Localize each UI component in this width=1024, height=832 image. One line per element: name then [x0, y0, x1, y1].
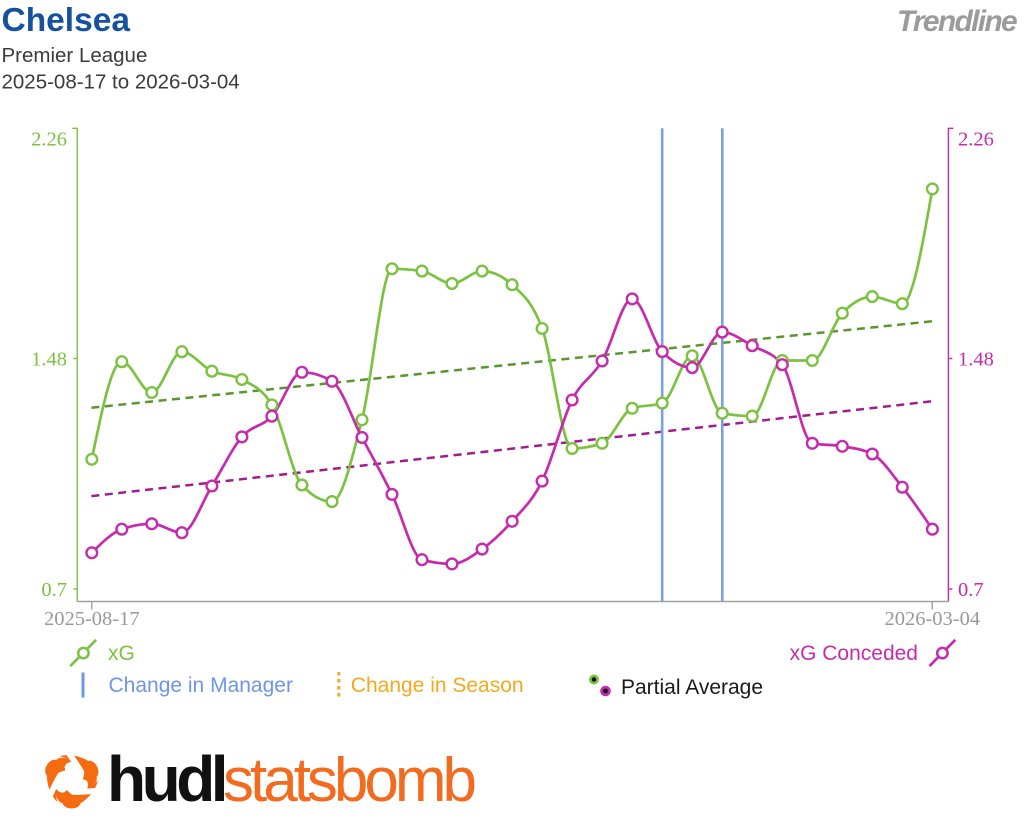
- svg-text:statsbomb: statsbomb: [223, 746, 475, 815]
- svg-text:1.48: 1.48: [958, 349, 994, 371]
- svg-text:2.26: 2.26: [958, 129, 994, 151]
- svg-text:Chelsea: Chelsea: [2, 2, 131, 39]
- svg-text:Partial Average: Partial Average: [621, 676, 763, 699]
- svg-text:1.48: 1.48: [31, 349, 67, 371]
- svg-text:0.7: 0.7: [41, 579, 67, 601]
- svg-text:Premier League: Premier League: [2, 44, 148, 67]
- svg-text:2.26: 2.26: [31, 129, 67, 151]
- svg-text:2026-03-04: 2026-03-04: [884, 608, 980, 630]
- svg-text:Change in Manager: Change in Manager: [109, 674, 293, 697]
- svg-text:Change in Season: Change in Season: [351, 674, 524, 697]
- svg-text:xG Conceded: xG Conceded: [790, 642, 918, 665]
- svg-text:xG: xG: [108, 642, 135, 665]
- svg-text:0.7: 0.7: [958, 579, 984, 601]
- svg-text:2025-08-17 to 2026-03-04: 2025-08-17 to 2026-03-04: [2, 70, 240, 93]
- svg-text:Trendline: Trendline: [897, 5, 1017, 38]
- svg-text:2025-08-17: 2025-08-17: [44, 608, 140, 630]
- svg-text:hudl: hudl: [107, 743, 225, 815]
